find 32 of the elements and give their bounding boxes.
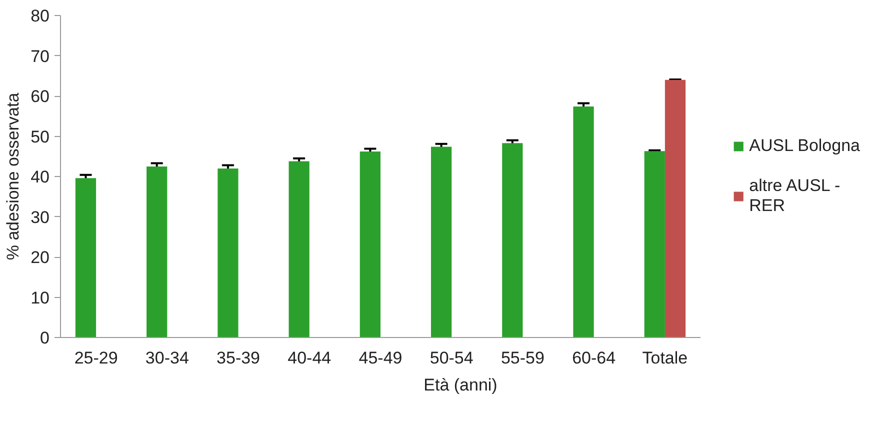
x-axis-title: Età (anni) (424, 376, 498, 394)
legend-label: AUSL Bologna (749, 136, 860, 156)
legend-label: altre AUSL - RER (749, 176, 840, 216)
y-tick-label: 50 (30, 127, 50, 146)
bar (218, 168, 238, 338)
x-tick-label: 55-59 (500, 348, 544, 368)
x-tick-label: 35-39 (216, 348, 260, 368)
x-tick-label: 60-64 (572, 348, 616, 368)
y-tick-label: 70 (30, 46, 50, 66)
x-tick-label: 45-49 (358, 348, 402, 368)
bar (288, 161, 310, 338)
x-tick-label: 50-54 (430, 348, 474, 368)
x-tick-label: 40-44 (288, 348, 332, 368)
y-tick-label: 30 (30, 208, 50, 227)
y-tick-label: 20 (30, 248, 50, 267)
bar (75, 178, 96, 338)
x-tick-label: 25-29 (74, 348, 118, 368)
x-tick-label: Totale (642, 348, 688, 368)
bar (573, 106, 594, 338)
x-tick-label: 30-34 (145, 348, 189, 368)
bar (360, 152, 380, 338)
y-tick-label: 60 (30, 87, 50, 106)
bar (146, 166, 168, 338)
y-tick-label: 10 (30, 288, 50, 308)
bar (644, 151, 665, 338)
y-tick-label: 40 (30, 168, 50, 186)
y-axis-title: % adesione osservata (4, 92, 23, 260)
bar (430, 146, 452, 338)
y-tick-label: 0 (40, 328, 50, 348)
bar (664, 80, 686, 338)
y-tick-label: 80 (30, 6, 50, 26)
bar (502, 143, 523, 338)
